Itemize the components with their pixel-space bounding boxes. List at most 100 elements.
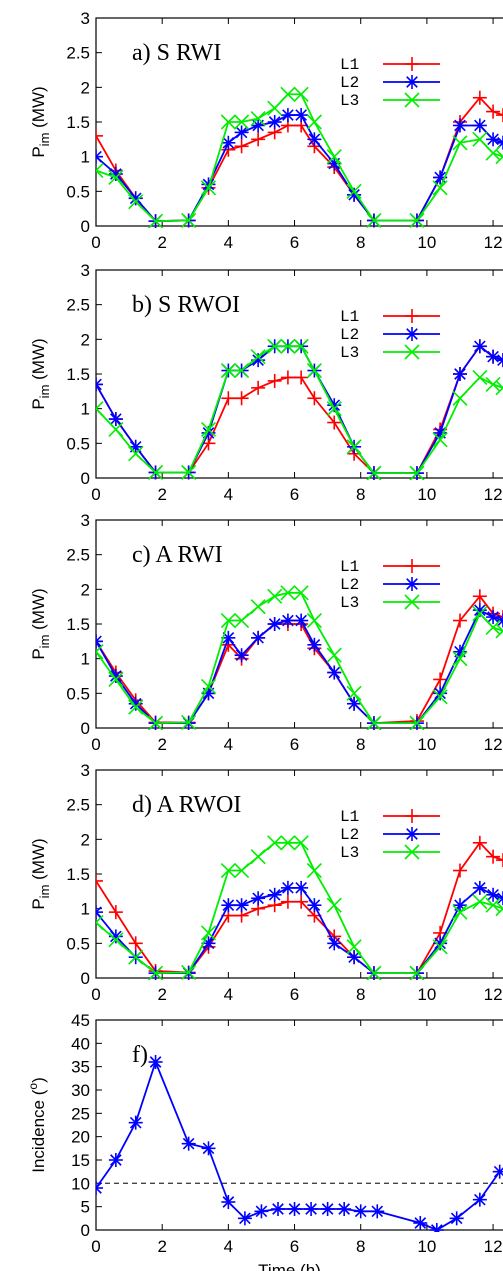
data-point [108,905,123,920]
data-point [251,891,266,906]
y-axis-label: Incidence (o) [26,1077,48,1173]
series-group [96,835,503,980]
data-point [496,353,503,368]
data-point [452,367,467,381]
data-point [280,338,296,354]
data-point [413,1216,428,1230]
legend-label: L1 [340,808,359,826]
y-axis-label: Pim (MW) [29,588,52,659]
data-point [181,212,197,228]
y-tick-label: 0.5 [66,434,90,453]
data-point [250,849,266,865]
data-point [404,844,420,860]
x-tick-label: 8 [356,233,365,252]
data-point [280,880,295,895]
series-line-L2 [96,608,503,725]
data-point [294,613,309,628]
data-point [128,936,143,951]
data-point [267,588,283,604]
data-point [433,672,448,687]
x-tick-label: 10 [417,1237,436,1256]
y-tick-label: 5 [81,1198,90,1217]
y-tick-label: 0 [81,217,90,236]
x-tick-label: 12 [484,485,503,504]
series-group [96,338,503,480]
data-point [346,685,362,701]
y-tick-label: 3 [81,511,90,530]
y-tick-label: 40 [71,1034,90,1053]
data-point [486,104,501,119]
data-point [404,344,420,360]
data-point [472,835,487,850]
data-point [108,421,124,438]
x-tick-label: 10 [417,985,436,1004]
data-point [347,950,362,965]
data-point [495,623,503,639]
data-point [486,849,501,864]
y-tick-label: 10 [71,1174,90,1193]
data-point [221,898,236,913]
series-line-L1 [96,594,503,725]
x-tick-label: 2 [157,485,166,504]
data-point [452,390,468,406]
data-point [234,362,250,379]
x-tick-label: 4 [224,985,233,1004]
data-point [405,559,419,573]
data-point [128,194,144,210]
data-point [181,964,197,980]
data-point [307,132,322,147]
series-line-L3 [96,345,503,475]
data-point [452,135,468,151]
x-tick-label: 8 [356,485,365,504]
data-point [221,391,236,406]
data-point [200,180,217,196]
data-point [294,880,309,895]
data-point [234,898,249,913]
data-point [96,1181,103,1195]
data-point [234,612,250,629]
y-tick-label: 1 [81,400,90,419]
legend-label: L3 [340,594,359,612]
data-point [293,338,309,354]
data-point [108,671,124,688]
x-tick-label: 6 [290,233,299,252]
data-point [472,880,487,895]
data-point [96,634,103,649]
y-tick-label: 25 [71,1104,90,1123]
data-point [280,370,295,385]
data-point [432,939,448,955]
data-point [327,665,342,680]
series-group [96,86,503,228]
data-point [128,696,143,711]
y-tick-label: 2 [81,330,90,349]
data-point [306,362,322,379]
data-point [486,349,501,364]
panel-5: 0 5 10 15 20 25 30 35 40 45 0 2 4 6 8 10 12 Incidence (o)… [26,1011,503,1271]
data-point [405,809,419,823]
data-point [485,376,501,392]
data-point [108,412,123,427]
data-point [108,167,123,181]
data-point [409,212,425,228]
legend-label: L1 [340,558,359,576]
y-tick-label: 2.5 [66,44,90,63]
data-point [452,651,468,667]
y-tick-label: 0 [81,1221,90,1240]
data-point [181,714,197,730]
y-tick-label: 1.5 [66,365,90,384]
data-point [496,108,503,123]
legend-label: L3 [340,344,359,362]
legend-label: L2 [340,826,359,844]
y-axis-label: Pim (MW) [29,86,52,157]
data-point [366,465,382,480]
data-point [280,86,296,102]
data-point [280,613,295,628]
x-tick-label: 4 [224,233,233,252]
data-point [234,391,249,406]
data-point [108,169,124,186]
panel-title: b) S RWOI [132,292,240,318]
data-point [96,377,103,392]
y-tick-label: 1.5 [66,113,90,132]
